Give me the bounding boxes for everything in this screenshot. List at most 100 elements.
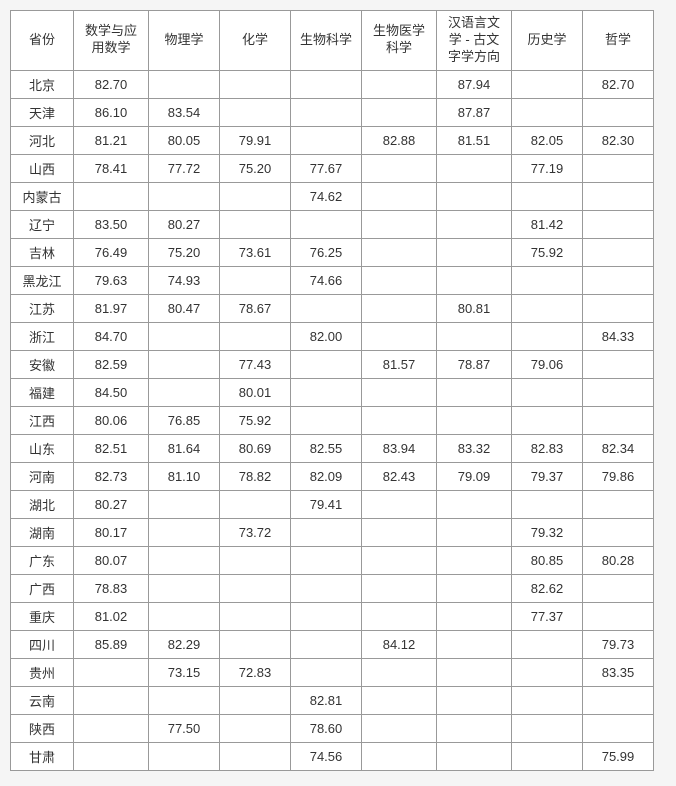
cell-value (437, 742, 512, 770)
cell-value (362, 378, 437, 406)
cell-value (220, 182, 291, 210)
cell-value: 83.50 (74, 210, 149, 238)
cell-value (437, 406, 512, 434)
cell-province: 北京 (11, 70, 74, 98)
cell-province: 内蒙古 (11, 182, 74, 210)
cell-value (362, 98, 437, 126)
cell-value: 81.97 (74, 294, 149, 322)
cell-value: 80.27 (74, 490, 149, 518)
cell-value (362, 182, 437, 210)
table-row: 甘肃74.5675.99 (11, 742, 654, 770)
cell-province: 广东 (11, 546, 74, 574)
cell-province: 湖南 (11, 518, 74, 546)
cell-value (583, 294, 654, 322)
cell-value (362, 490, 437, 518)
cell-value (437, 602, 512, 630)
table-row: 广西78.8382.62 (11, 574, 654, 602)
cell-value: 78.83 (74, 574, 149, 602)
cell-value (512, 686, 583, 714)
cell-value: 74.93 (149, 266, 220, 294)
cell-value: 73.61 (220, 238, 291, 266)
cell-value: 75.92 (512, 238, 583, 266)
cell-value (512, 742, 583, 770)
cell-value (437, 658, 512, 686)
cell-value: 80.28 (583, 546, 654, 574)
cell-value (220, 322, 291, 350)
col-math: 数学与应用数学 (74, 11, 149, 71)
cell-value: 77.50 (149, 714, 220, 742)
cell-value (512, 266, 583, 294)
cell-province: 重庆 (11, 602, 74, 630)
cell-value (291, 574, 362, 602)
cell-value (291, 406, 362, 434)
cell-value (362, 742, 437, 770)
cell-value: 76.85 (149, 406, 220, 434)
cell-value (149, 546, 220, 574)
cell-value: 80.47 (149, 294, 220, 322)
cell-value: 80.01 (220, 378, 291, 406)
cell-value: 75.99 (583, 742, 654, 770)
table-row: 重庆81.0277.37 (11, 602, 654, 630)
cell-value (437, 714, 512, 742)
cell-value (291, 378, 362, 406)
cell-value: 82.29 (149, 630, 220, 658)
cell-value (220, 70, 291, 98)
cell-value: 84.50 (74, 378, 149, 406)
table-row: 陕西77.5078.60 (11, 714, 654, 742)
cell-value (583, 602, 654, 630)
cell-value (74, 658, 149, 686)
cell-value (149, 182, 220, 210)
cell-value (149, 574, 220, 602)
col-history: 历史学 (512, 11, 583, 71)
cell-value: 86.10 (74, 98, 149, 126)
cell-value (512, 182, 583, 210)
cell-value (583, 574, 654, 602)
cell-value: 79.86 (583, 462, 654, 490)
table-row: 吉林76.4975.2073.6176.2575.92 (11, 238, 654, 266)
cell-value (512, 658, 583, 686)
cell-value: 72.83 (220, 658, 291, 686)
table-row: 广东80.0780.8580.28 (11, 546, 654, 574)
cell-value: 82.70 (74, 70, 149, 98)
cell-value (149, 686, 220, 714)
cell-province: 甘肃 (11, 742, 74, 770)
cell-value (291, 602, 362, 630)
cell-value: 77.43 (220, 350, 291, 378)
cell-value (583, 518, 654, 546)
cell-value (362, 154, 437, 182)
cell-value: 83.54 (149, 98, 220, 126)
cell-value: 78.82 (220, 462, 291, 490)
cell-value: 82.34 (583, 434, 654, 462)
cell-value: 75.92 (220, 406, 291, 434)
cell-value (149, 70, 220, 98)
table-row: 河南82.7381.1078.8282.0982.4379.0979.3779.… (11, 462, 654, 490)
col-province: 省份 (11, 11, 74, 71)
table-row: 贵州73.1572.8383.35 (11, 658, 654, 686)
cell-value: 81.51 (437, 126, 512, 154)
cell-value (437, 378, 512, 406)
cell-value: 82.55 (291, 434, 362, 462)
cell-value (220, 630, 291, 658)
cell-province: 云南 (11, 686, 74, 714)
cell-value: 82.05 (512, 126, 583, 154)
cell-value: 80.06 (74, 406, 149, 434)
cell-value: 81.21 (74, 126, 149, 154)
cell-value (437, 322, 512, 350)
cell-value (220, 574, 291, 602)
cell-value (362, 294, 437, 322)
cell-value (220, 686, 291, 714)
cell-province: 河南 (11, 462, 74, 490)
cell-value: 84.33 (583, 322, 654, 350)
cell-value (220, 546, 291, 574)
cell-value: 75.20 (149, 238, 220, 266)
cell-value (362, 546, 437, 574)
cell-province: 贵州 (11, 658, 74, 686)
cell-value (291, 546, 362, 574)
cell-value (149, 602, 220, 630)
cell-value (583, 98, 654, 126)
cell-value (512, 98, 583, 126)
cell-value: 87.94 (437, 70, 512, 98)
cell-value: 84.70 (74, 322, 149, 350)
cell-value (437, 518, 512, 546)
cell-value (512, 630, 583, 658)
